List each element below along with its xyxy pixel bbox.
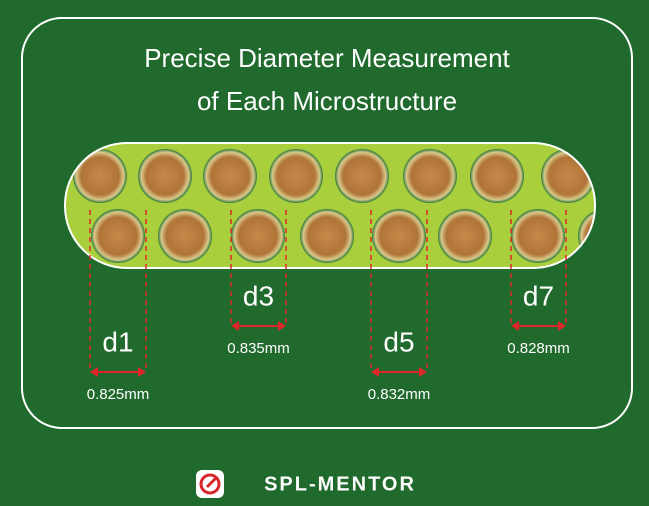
logo-icon-mark [199,473,221,495]
measure-label: d5 [383,326,414,357]
measure-label: d3 [243,280,274,311]
title-line: of Each Microstructure [197,86,457,116]
microstructure [372,209,426,263]
frame [21,17,633,429]
microstructure [91,209,145,263]
microstructure [73,149,127,203]
microstructure [511,209,565,263]
microstructure [335,149,389,203]
microstructure [138,149,192,203]
measure-value: 0.835mm [227,340,290,357]
measure-label: d1 [102,326,133,357]
microstructure [470,149,524,203]
microstructure [403,149,457,203]
measure-value: 0.828mm [507,340,570,357]
microstructure [438,209,492,263]
measure-value: 0.832mm [368,386,431,403]
title-line: Precise Diameter Measurement [144,43,510,73]
logo-text: SPL-MENTOR [264,473,416,495]
microstructure [203,149,257,203]
image-border [64,142,596,269]
measure-label: d7 [523,280,554,311]
microstructure [158,209,212,263]
microstructure [300,209,354,263]
logo-icon-mark [205,475,219,489]
microstructure [269,149,323,203]
measure-value: 0.825mm [87,386,150,403]
microstructure [231,209,285,263]
microstructure [578,209,595,263]
microstructure-image [65,143,595,268]
